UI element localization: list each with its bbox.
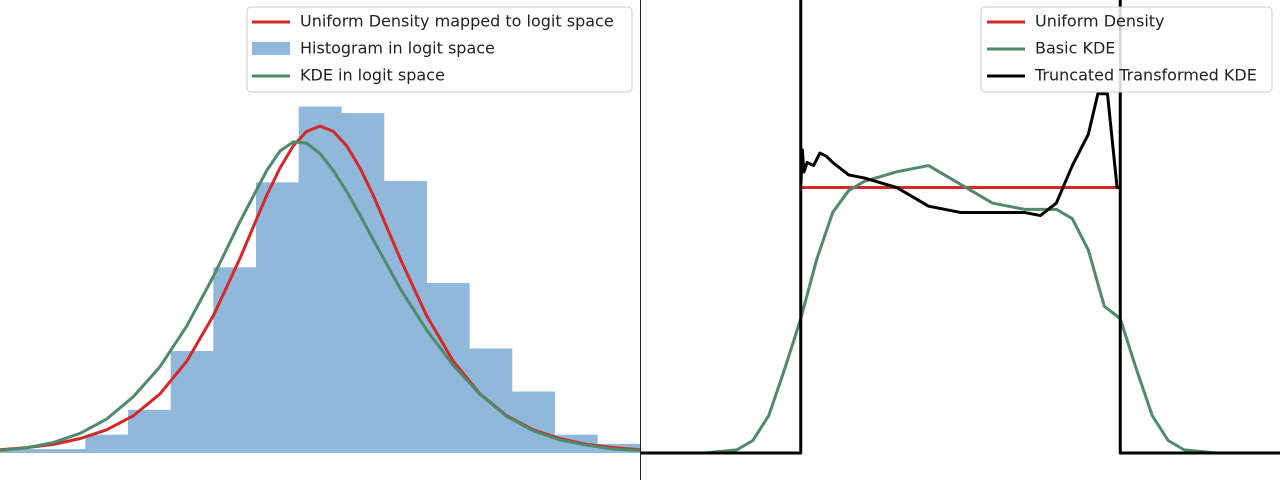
left-legend-frame [246,6,633,93]
left-chart-panel: Uniform Density mapped to logit space Hi… [0,6,641,453]
histogram-bars [0,106,641,453]
histogram-bar [469,348,513,453]
legend-label-histogram: Histogram in logit space [300,39,495,58]
histogram-bar [170,351,214,453]
legend-label-basic-kde: Basic KDE [1035,39,1115,58]
histogram-bar [341,113,385,453]
left-legend: Uniform Density mapped to logit space Hi… [246,6,633,93]
histogram-bar [85,434,129,453]
histogram-bar [384,181,427,453]
legend-label-uniform-mapped: Uniform Density mapped to logit space [300,12,614,31]
series-line-basic-kde [641,164,1280,455]
series-line-truncated-transformed-kde [641,0,1280,455]
right-legend: Uniform Density Basic KDE Truncated Tran… [980,6,1273,93]
left-series-lines [0,124,641,452]
histogram-bar [426,283,470,453]
histogram-bar [256,182,299,453]
legend-label-truncated-kde: Truncated Transformed KDE [1034,66,1257,85]
histogram-bar [0,449,43,453]
legend-label-kde-logit: KDE in logit space [300,66,445,85]
series-line-kde-in-logit-space [0,140,641,452]
histogram-bar [298,106,342,453]
right-legend-frame [980,6,1273,93]
histogram-bar [42,449,86,453]
legend-swatch-histogram [252,42,290,55]
right-chart-panel: Uniform Density Basic KDE Truncated Tran… [641,0,1280,455]
histogram-bar [213,267,257,453]
right-series-lines [641,0,1280,455]
legend-label-uniform-density: Uniform Density [1035,12,1165,31]
histogram-bar [128,409,171,453]
